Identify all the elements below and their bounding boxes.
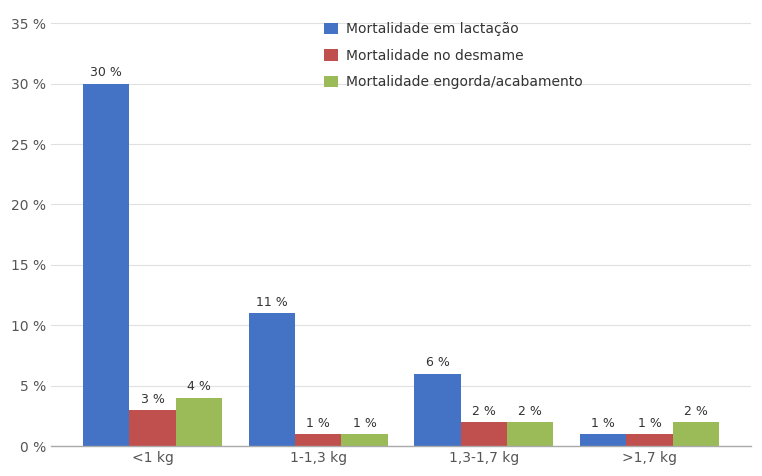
Bar: [461, 422, 507, 446]
Bar: [341, 434, 388, 446]
Text: 2 %: 2 %: [518, 405, 542, 417]
Bar: [673, 422, 719, 446]
Text: 1 %: 1 %: [353, 416, 376, 430]
Text: 11 %: 11 %: [256, 296, 287, 309]
Bar: [83, 84, 130, 446]
Bar: [248, 313, 295, 446]
Text: 1 %: 1 %: [306, 416, 330, 430]
Text: 1 %: 1 %: [638, 416, 661, 430]
Text: 4 %: 4 %: [187, 380, 211, 394]
Text: 2 %: 2 %: [684, 405, 708, 417]
Bar: [176, 398, 222, 446]
Bar: [130, 410, 176, 446]
Text: 3 %: 3 %: [140, 393, 165, 406]
Bar: [415, 374, 461, 446]
Text: 6 %: 6 %: [425, 357, 450, 369]
Bar: [295, 434, 341, 446]
Bar: [507, 422, 553, 446]
Text: 1 %: 1 %: [591, 416, 615, 430]
Bar: [580, 434, 626, 446]
Text: 2 %: 2 %: [472, 405, 496, 417]
Bar: [626, 434, 673, 446]
Text: 30 %: 30 %: [90, 66, 122, 79]
Legend: Mortalidade em lactação, Mortalidade no desmame, Mortalidade engorda/acabamento: Mortalidade em lactação, Mortalidade no …: [324, 22, 583, 89]
